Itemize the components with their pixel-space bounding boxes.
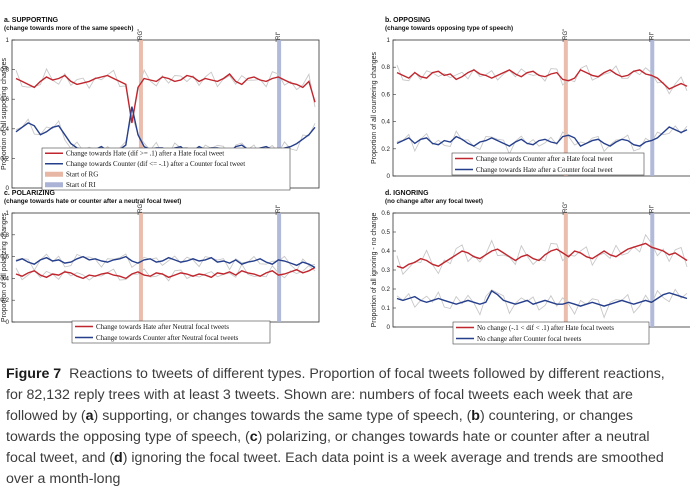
- y-tick-label: 0.8: [0, 232, 9, 239]
- legend-box: [71, 320, 271, 344]
- legend-label: Change towards Counter (dif <= -.1) afte…: [66, 160, 245, 168]
- caption-b: b: [471, 408, 480, 424]
- panel-b: b. OPPOSING(change towards opposing type…: [371, 17, 690, 180]
- raw-weekly-line: [396, 125, 688, 156]
- y-tick-label: 0.4: [0, 275, 9, 282]
- series-hate-line: [396, 242, 688, 269]
- figure-panels: a. SUPPORTING(change towards more of the…: [0, 17, 690, 345]
- legend-label: Change towards Hate after a Counter foca…: [476, 166, 613, 174]
- y-tick-label: 0.2: [0, 155, 9, 162]
- legend-label: Change towards Counter after Neutral foc…: [96, 334, 239, 342]
- y-tick-label: 0.4: [381, 119, 390, 126]
- ri-marker-label: "RI": [276, 32, 282, 42]
- legend-label: Start of RG: [66, 171, 98, 179]
- y-tick-label: 0: [387, 324, 391, 331]
- rg-marker-label: "RG": [563, 202, 569, 215]
- ri-marker-band: [650, 213, 655, 327]
- legend-label: Change towards Hate (dif >= .1) after a …: [66, 150, 224, 158]
- legend-swatch: [45, 171, 63, 177]
- series-hate-line: [15, 266, 316, 280]
- series-hate-line: [396, 69, 688, 90]
- legend-box: [452, 321, 650, 345]
- legend-swatch: [45, 182, 63, 188]
- raw-weekly-line: [15, 253, 316, 272]
- caption-a: a: [85, 408, 94, 424]
- y-tick-label: 0.3: [381, 267, 390, 274]
- ri-marker-band: [277, 40, 282, 188]
- y-tick-label: 0.6: [0, 254, 9, 261]
- y-axis-label: Proportion of all ignoring - no change: [371, 212, 378, 327]
- series-hate-line: [15, 73, 316, 124]
- y-tick-label: 0.6: [381, 210, 390, 217]
- panel-d: d. IGNORING(no change after any focal tw…: [371, 190, 690, 345]
- y-tick-label: 0.6: [0, 96, 9, 103]
- plot-frame: [392, 212, 690, 328]
- rg-marker-label: "RG": [563, 29, 569, 42]
- legend-label: Change towards Counter after a Hate foca…: [476, 155, 613, 163]
- y-tick-label: 0.2: [381, 286, 390, 293]
- ri-marker-label: "RI": [649, 205, 655, 215]
- y-axis-label: Proportion of all countering changes: [371, 51, 378, 164]
- legend-box: [451, 152, 645, 176]
- legend-label: Start of RI: [66, 181, 96, 189]
- y-tick-label: 0.2: [0, 297, 9, 304]
- y-axis-label: Proportion of all supporting changes: [1, 57, 8, 170]
- ri-marker-label: "RI": [649, 32, 655, 42]
- caption-text-2: ) supporting, or changes towards the sam…: [93, 408, 472, 424]
- y-tick-label: 1: [387, 37, 391, 44]
- panel-title: a. SUPPORTING: [4, 17, 59, 24]
- caption-label: Figure 7: [6, 366, 62, 382]
- y-tick-label: 1: [6, 210, 10, 217]
- y-tick-label: 0: [387, 173, 391, 180]
- y-tick-label: 0.5: [381, 229, 390, 236]
- raw-weekly-line: [396, 233, 688, 276]
- plot-frame: [11, 212, 320, 323]
- caption-text-3: ) countering, or changes towards the opp…: [6, 408, 633, 445]
- caption-d: d: [114, 450, 123, 466]
- legend-label: No change after Counter focal tweets: [477, 335, 582, 343]
- raw-weekly-line: [396, 64, 688, 95]
- y-axis-label: Proportion of all polarizing changes: [1, 212, 8, 322]
- panel-title: b. OPPOSING: [385, 17, 431, 24]
- y-tick-label: 0.8: [381, 64, 390, 71]
- panel-title: c. POLARIZING: [4, 190, 56, 197]
- caption-text-1: Reactions to tweets of different types. …: [6, 366, 665, 424]
- ri-marker-band: [650, 40, 655, 176]
- panel-subtitle: (no change after any focal tweet): [385, 198, 483, 205]
- y-tick-label: 0.1: [381, 305, 390, 312]
- panel-subtitle: (change towards hate or counter after a …: [4, 198, 181, 205]
- panel-title: d. IGNORING: [385, 190, 429, 197]
- y-tick-label: 1: [6, 37, 10, 44]
- series-counter-line: [396, 289, 688, 307]
- rg-marker-band: [563, 40, 568, 176]
- y-tick-label: 0.6: [381, 91, 390, 98]
- caption-c: c: [249, 429, 258, 445]
- rg-marker-band: [563, 213, 568, 327]
- ri-marker-band: [277, 213, 282, 322]
- legend-label: Change towards Hate after Neutral focal …: [96, 323, 229, 331]
- y-tick-label: 0: [6, 319, 10, 326]
- panel-subtitle: (change towards opposing type of speech): [385, 25, 513, 32]
- y-tick-label: 0.8: [0, 67, 9, 74]
- rg-marker-label: "RG": [138, 29, 144, 42]
- series-counter-line: [15, 255, 316, 269]
- y-tick-label: 0.4: [381, 248, 390, 255]
- panel-c: c. POLARIZING(change towards hate or cou…: [0, 190, 320, 344]
- rg-marker-band: [138, 40, 143, 188]
- legend-box: [41, 147, 291, 191]
- figure-caption: Figure 7 Reactions to tweets of differen…: [6, 364, 682, 490]
- panel-a: a. SUPPORTING(change towards more of the…: [0, 17, 320, 192]
- ri-marker-label: "RI": [276, 205, 282, 215]
- raw-weekly-line: [396, 288, 688, 319]
- rg-marker-band: [138, 213, 143, 322]
- y-tick-label: 0.2: [381, 146, 390, 153]
- caption-text-4: ) polarizing, or changes towards hate or…: [6, 429, 650, 466]
- legend-label: No change (-.1 < dif < .1) after Hate fo…: [477, 324, 614, 332]
- series-counter-line: [396, 126, 688, 147]
- rg-marker-label: "RG": [138, 202, 144, 215]
- y-tick-label: 0.4: [0, 126, 9, 133]
- panel-subtitle: (change towards more of the same speech): [4, 25, 133, 32]
- y-tick-label: 0: [6, 185, 10, 192]
